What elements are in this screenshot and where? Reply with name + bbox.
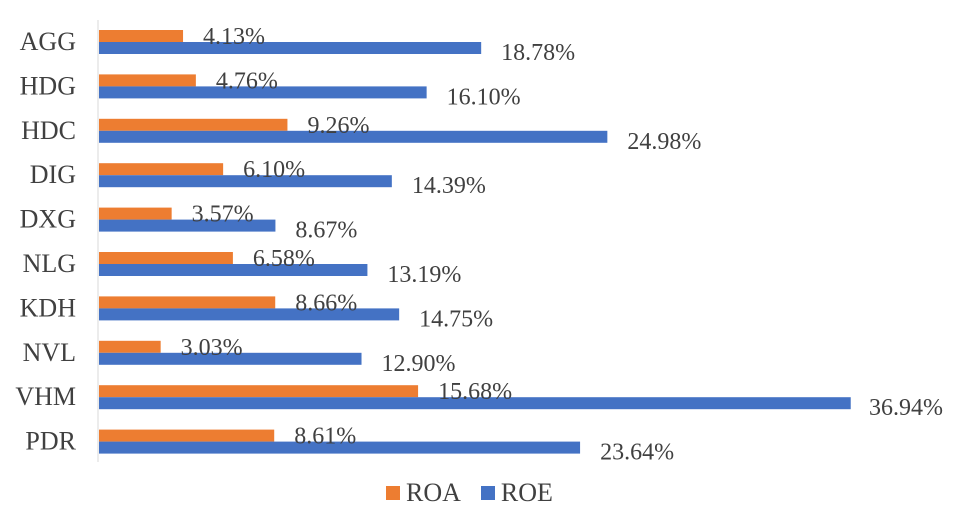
category-label-nvl: NVL (23, 338, 76, 367)
bar-roe-dig[interactable] (99, 175, 392, 188)
category-label-agg: AGG (20, 27, 76, 56)
bar-roa-nvl[interactable] (99, 340, 161, 353)
value-label-roa-dig: 6.10% (243, 157, 305, 183)
bar-roa-vhm[interactable] (99, 385, 419, 398)
bar-roe-pdr[interactable] (99, 441, 581, 454)
value-label-roe-dxg: 8.67% (295, 218, 357, 244)
bar-roa-dig[interactable] (99, 163, 224, 176)
legend: ROA ROE (386, 478, 573, 508)
category-label-kdh: KDH (20, 293, 77, 322)
value-label-roe-hdc: 24.98% (627, 129, 701, 155)
bar-chart: AGG 4.13% 18.78% HDG 4.76% 16.10% HDC 9.26% 24.9… (15, 20, 943, 466)
value-label-roe-nlg: 13.19% (387, 262, 461, 288)
legend-swatch-roa (386, 486, 400, 500)
labels-group: AGG 4.13% 18.78% HDG 4.76% 16.10% HDC 9.26% 24.9… (15, 24, 943, 466)
value-label-roa-hdg: 4.76% (216, 68, 278, 94)
category-label-hdg: HDG (20, 71, 76, 100)
value-label-roe-agg: 18.78% (501, 40, 575, 66)
bar-roe-hdg[interactable] (99, 86, 427, 99)
bar-roa-hdg[interactable] (99, 74, 196, 87)
value-label-roe-nvl: 12.90% (382, 351, 456, 377)
category-label-dxg: DXG (20, 205, 76, 234)
legend-item-roa[interactable]: ROA (386, 478, 461, 508)
bars-group (99, 30, 851, 454)
value-label-roa-hdc: 9.26% (307, 113, 369, 139)
category-label-dig: DIG (30, 160, 76, 189)
legend-label-roe: ROE (500, 478, 553, 507)
legend-item-roe[interactable]: ROE (480, 478, 553, 508)
legend-label-roa: ROA (406, 478, 461, 507)
bar-roe-agg[interactable] (99, 42, 482, 54)
value-label-roe-vhm: 36.94% (869, 395, 943, 421)
value-label-roe-dig: 14.39% (412, 173, 486, 199)
bar-roa-pdr[interactable] (99, 429, 275, 442)
bar-roa-hdc[interactable] (99, 118, 288, 131)
legend-swatch-roe (480, 486, 495, 500)
value-label-roe-pdr: 23.64% (600, 440, 674, 466)
value-label-roa-nlg: 6.58% (253, 246, 315, 272)
bar-roe-dxg[interactable] (99, 219, 276, 232)
value-label-roa-kdh: 8.66% (295, 290, 357, 316)
bar-roe-kdh[interactable] (99, 308, 400, 321)
bar-roe-nlg[interactable] (99, 264, 368, 276)
bar-roa-nlg[interactable] (99, 252, 233, 264)
value-label-roa-dxg: 3.57% (192, 202, 254, 228)
value-label-roa-agg: 4.13% (203, 24, 265, 50)
value-label-roa-vhm: 15.68% (438, 379, 512, 405)
value-label-roe-kdh: 14.75% (419, 306, 493, 332)
value-label-roa-pdr: 8.61% (294, 424, 356, 450)
value-label-roe-hdg: 16.10% (447, 84, 521, 110)
bar-roe-nvl[interactable] (99, 352, 362, 365)
category-label-pdr: PDR (25, 427, 76, 456)
bar-roa-kdh[interactable] (99, 296, 276, 309)
category-label-vhm: VHM (15, 382, 76, 411)
category-label-nlg: NLG (23, 249, 76, 278)
bar-roe-hdc[interactable] (99, 130, 608, 143)
bar-roe-vhm[interactable] (99, 397, 851, 410)
value-label-roa-nvl: 3.03% (181, 335, 243, 361)
category-label-hdc: HDC (21, 116, 76, 145)
bar-roa-agg[interactable] (99, 30, 184, 42)
bar-roa-dxg[interactable] (99, 207, 172, 220)
